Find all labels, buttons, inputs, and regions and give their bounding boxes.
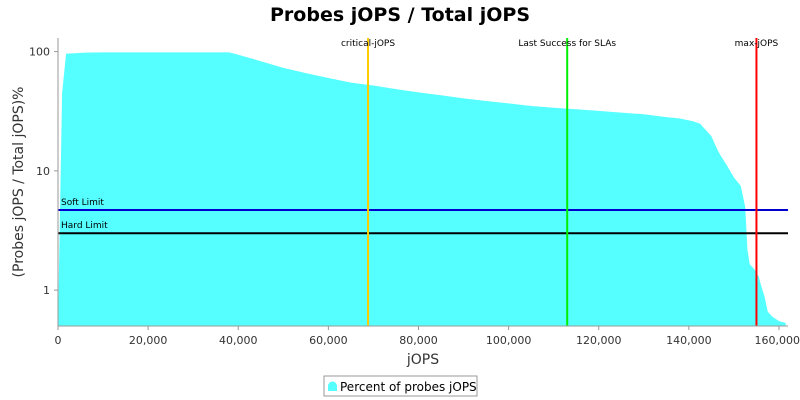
x-axis-ticks: 0 20,000 40,000 60,000 80,000 100,000 120,000 1…: [55, 326, 800, 347]
series-area-percent-of-probes: [58, 52, 786, 327]
marker-label-last-success-for-slas: Last Success for SLAs: [518, 39, 616, 49]
horizontal-limit-lines: Soft Limit Hard Limit: [58, 198, 788, 235]
legend: Percent of probes jOPS: [323, 375, 478, 397]
x-tick-label: 40,000: [219, 334, 258, 347]
y-axis-ticks: 1 10 100: [29, 46, 58, 297]
x-tick-label: 140,000: [666, 334, 712, 347]
legend-swatch-icon: [328, 381, 337, 391]
limit-label-hard-limit: Hard Limit: [61, 221, 108, 231]
y-tick-label: 1: [43, 284, 50, 297]
x-tick-label: 80,000: [399, 334, 438, 347]
x-tick-label: 160,000: [755, 334, 800, 347]
chart-title: Probes jOPS / Total jOPS: [270, 4, 530, 26]
marker-label-max-jops: max-jOPS: [735, 39, 779, 49]
legend-label: Percent of probes jOPS: [340, 380, 477, 394]
vertical-marker-lines: critical-jOPS Last Success for SLAs max-jO…: [341, 38, 779, 326]
x-tick-label: 20,000: [129, 334, 168, 347]
x-axis-label: jOPS: [406, 352, 439, 368]
x-tick-label: 0: [55, 334, 62, 347]
x-tick-label: 100,000: [486, 334, 532, 347]
legend-box: [323, 375, 478, 397]
limit-label-soft-limit: Soft Limit: [61, 198, 104, 208]
x-tick-label: 120,000: [576, 334, 622, 347]
x-tick-label: 60,000: [309, 334, 348, 347]
y-axis-label: (Probes jOPS / Total jOPS)%: [11, 87, 27, 278]
y-tick-label: 10: [36, 165, 50, 178]
plot-area: Soft Limit Hard Limit critical-jOPS Last S…: [29, 38, 800, 347]
marker-label-critical-jops: critical-jOPS: [341, 39, 395, 49]
y-tick-label: 100: [29, 46, 50, 59]
